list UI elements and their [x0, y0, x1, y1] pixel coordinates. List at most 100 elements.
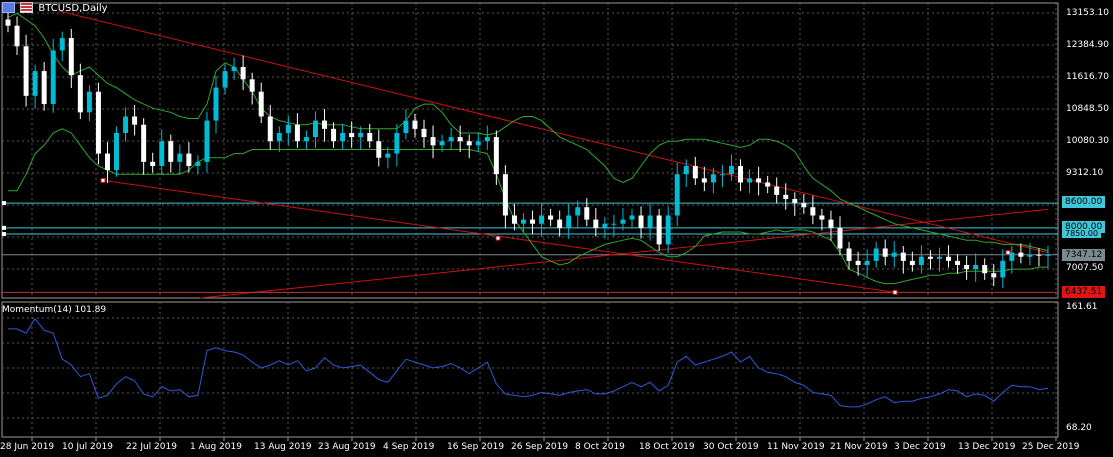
candle-body	[285, 124, 291, 133]
candle-body	[439, 141, 445, 146]
candle-body	[59, 38, 65, 51]
time-label: 11 Nov 2019	[767, 442, 825, 452]
momentum-title: Momentum(14) 101.89	[2, 305, 107, 315]
candle-body	[267, 116, 273, 142]
candle-body	[647, 215, 653, 228]
candle-body	[665, 215, 671, 245]
candle-body	[322, 120, 328, 129]
candle-body	[575, 207, 581, 216]
us-flag-icon	[20, 2, 34, 13]
chart-header: BTCUSD,Daily	[2, 2, 108, 14]
candle-body	[973, 264, 979, 270]
candle-body	[23, 46, 29, 96]
candle-body	[493, 137, 499, 175]
candle-body	[548, 215, 554, 220]
candle-body	[593, 219, 599, 228]
time-label: 18 Oct 2019	[639, 442, 695, 452]
candle-body	[738, 165, 744, 183]
rising-trendline	[199, 208, 1049, 299]
candle-body	[683, 165, 689, 175]
candle-body	[674, 174, 680, 216]
candle-body	[204, 120, 210, 162]
candle-body	[249, 79, 255, 92]
candle-body	[692, 165, 698, 179]
momentum-pane-frame	[1, 301, 1059, 438]
hline-price-badge: 8600.00	[1062, 196, 1106, 208]
candle-body	[231, 66, 237, 72]
candle-body	[828, 219, 834, 228]
candle-body	[837, 227, 843, 249]
candle-body	[367, 132, 373, 142]
trendline-anchor	[892, 289, 898, 295]
candle-body	[41, 71, 47, 105]
candle-body	[141, 124, 147, 162]
candle-body	[403, 120, 409, 133]
candle-body	[376, 141, 382, 158]
hline-price-badge: 7850.00	[1062, 230, 1102, 238]
candle-body	[412, 120, 418, 129]
candle-body	[484, 137, 490, 142]
lower-band-line	[8, 128, 1048, 285]
candle-body	[864, 260, 870, 265]
time-label: 3 Dec 2019	[894, 442, 946, 452]
candle-body	[457, 137, 463, 142]
price-tick: 11616.70	[1066, 72, 1109, 82]
candle-body	[1018, 252, 1024, 257]
candle-body	[783, 194, 789, 199]
candle-body	[719, 174, 725, 176]
low-price-badge: 6437.51	[1062, 286, 1106, 298]
time-label: 16 Sep 2019	[447, 442, 505, 452]
candle-body	[584, 207, 590, 220]
candle-body	[385, 153, 391, 158]
candle-body	[873, 248, 879, 261]
candle-body	[855, 260, 861, 265]
candle-body	[909, 260, 915, 265]
candle-body	[991, 273, 997, 278]
time-label: 21 Nov 2019	[830, 442, 888, 452]
candle-body	[213, 87, 219, 121]
candle-body	[448, 137, 454, 142]
candle-body	[1000, 260, 1006, 278]
candle-body	[258, 91, 264, 117]
candle-body	[159, 141, 165, 166]
candle-body	[14, 25, 20, 47]
level-handle	[2, 225, 6, 230]
candle-body	[132, 116, 138, 125]
price-tick: 12384.90	[1066, 40, 1109, 50]
price-tick: 10080.30	[1066, 136, 1109, 146]
price-pane-frame	[1, 2, 1059, 299]
candle-body	[177, 153, 183, 162]
candle-body	[629, 215, 635, 220]
time-label: 1 Aug 2019	[190, 442, 242, 452]
candle-body	[891, 252, 897, 257]
candle-body	[502, 174, 508, 216]
candle-body	[349, 132, 355, 138]
level-handle	[2, 232, 6, 237]
momentum-bottom-tick: 68.20	[1066, 423, 1092, 433]
candle-body	[539, 215, 545, 224]
candle-body	[466, 141, 472, 146]
trendline-anchor	[100, 177, 106, 183]
candle-body	[566, 215, 572, 228]
candle-body	[638, 215, 644, 228]
current-price-badge: 7347.12	[1062, 249, 1106, 261]
candle-body	[982, 264, 988, 274]
candle-body	[331, 128, 337, 142]
candle-body	[276, 132, 282, 142]
candle-body	[511, 215, 517, 224]
candle-body	[520, 219, 526, 224]
price-tick: 13153.10	[1066, 8, 1109, 18]
candle-body	[756, 178, 762, 183]
candle-body	[557, 219, 563, 228]
candle-body	[936, 256, 942, 259]
candle-body	[530, 219, 536, 224]
candle-body	[900, 252, 906, 261]
candle-body	[728, 165, 734, 175]
upper-band-line	[7, 12, 1049, 252]
candle-body	[421, 128, 427, 138]
candle-body	[1009, 252, 1015, 261]
candle-body	[222, 71, 228, 88]
time-label: 13 Dec 2019	[958, 442, 1016, 452]
